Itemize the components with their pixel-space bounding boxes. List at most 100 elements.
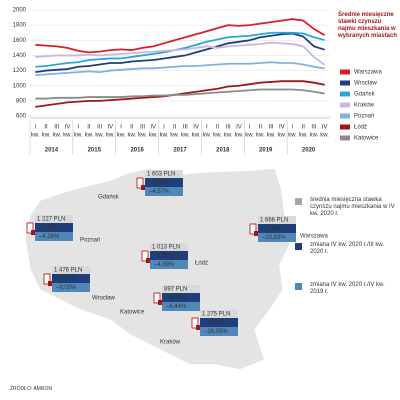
x-tick-label: I — [163, 125, 165, 131]
x-tick-label: II — [173, 125, 177, 131]
yoy-box — [52, 283, 90, 292]
x-tick-label: III — [140, 125, 145, 131]
x-tick-label: IV — [65, 125, 71, 131]
x-tick-label: III — [54, 125, 59, 131]
legend-label: Gdańsk — [354, 92, 376, 98]
city-price: 897 PLN — [164, 287, 187, 293]
map-legend-text: zmiana IV kw. 2020 r./IV kw. 2019 r. — [310, 282, 385, 295]
x-tick-label: IV — [150, 125, 156, 131]
yoy-box — [162, 302, 200, 311]
x-tick-label: II — [44, 125, 48, 131]
city-marker — [146, 258, 151, 263]
city-price: 1 603 PLN — [147, 172, 175, 178]
year-label: 2014 — [45, 148, 59, 154]
city-icon — [191, 317, 199, 329]
city-change-yoy: –4,99% — [154, 262, 175, 268]
x-tick-label: II — [87, 125, 91, 131]
x-tick-label: IV — [193, 125, 199, 131]
city-name: Wrocław — [92, 296, 116, 302]
y-tick-label: 1600 — [13, 38, 27, 44]
legend-label: Warszawa — [354, 70, 382, 76]
price-box — [258, 216, 296, 224]
city-icon — [26, 222, 34, 234]
series-line — [35, 88, 325, 100]
x-tick-suffix: kw. — [149, 133, 158, 139]
x-tick-label: III — [269, 125, 274, 131]
city-change-qoq: –3,16% — [39, 225, 60, 231]
city-name: Poznań — [80, 238, 100, 244]
city-change-yoy: –6,44% — [166, 304, 187, 310]
x-tick-label: II — [216, 125, 220, 131]
legend-swatch — [340, 102, 350, 108]
x-tick-suffix: kw. — [106, 133, 115, 139]
city-price: 1 476 PLN — [54, 268, 82, 274]
city-icon — [141, 250, 149, 262]
qoq-box — [162, 293, 200, 302]
x-tick-label: IV — [279, 125, 285, 131]
city-name: Katowice — [120, 310, 145, 316]
legend-swatch — [340, 124, 350, 130]
legend-swatch — [340, 135, 350, 141]
legend-label: Kraków — [354, 103, 375, 109]
price-box — [162, 285, 200, 293]
map-legend-text: średnia miesięczna stawka czynszu najmu … — [310, 197, 395, 217]
x-tick-suffix: kw. — [127, 133, 136, 139]
x-tick-label: IV — [322, 125, 328, 131]
city-price: 1 227 PLN — [37, 217, 65, 223]
x-tick-suffix: kw. — [202, 133, 211, 139]
series-line — [35, 18, 326, 54]
x-tick-label: II — [259, 125, 263, 131]
x-tick-suffix: kw. — [245, 133, 254, 139]
city-marker — [196, 325, 201, 330]
legend-title: Średnie miesięczne stawki czynszu najmu … — [338, 12, 398, 39]
x-tick-label: IV — [108, 125, 114, 131]
x-tick-label: III — [97, 125, 102, 131]
yoy-box — [150, 260, 188, 269]
x-tick-suffix: kw. — [224, 133, 233, 139]
year-label: 2015 — [88, 148, 102, 154]
y-tick-label: 800 — [16, 98, 27, 104]
year-label: 2017 — [173, 148, 187, 154]
price-box — [150, 243, 188, 251]
year-label: 2019 — [259, 148, 273, 154]
legend-label: Wrocław — [354, 81, 378, 87]
city-marker — [141, 185, 146, 190]
yoy-box — [145, 187, 183, 196]
qoq-box — [258, 224, 296, 233]
x-tick-label: II — [130, 125, 134, 131]
year-label: 2016 — [130, 148, 144, 154]
x-tick-label: I — [120, 125, 122, 131]
city-change-qoq: –4,95% — [204, 320, 225, 326]
source: ŹRÓDŁO: AMRON — [10, 386, 52, 392]
qoq-box — [145, 178, 183, 187]
x-tick-label: I — [77, 125, 79, 131]
city-change-qoq: –4,34% — [149, 180, 170, 186]
y-tick-label: 1400 — [13, 53, 27, 59]
x-tick-suffix: kw. — [63, 133, 72, 139]
x-tick-suffix: kw. — [74, 133, 83, 139]
year-label: 2020 — [302, 148, 316, 154]
yoy-box — [258, 233, 296, 242]
map-legend-text: zmiana IV kw. 2020 r./III kw. 2020 r. — [310, 242, 385, 255]
y-tick-label: 2000 — [13, 8, 27, 14]
price-box — [52, 266, 90, 274]
map-legend-swatch — [295, 198, 302, 205]
x-tick-suffix: kw. — [288, 133, 297, 139]
legend-label: Katowice — [354, 136, 379, 142]
city-price: 1 666 PLN — [260, 218, 288, 224]
x-tick-label: I — [249, 125, 251, 131]
qoq-box — [150, 251, 188, 260]
x-tick-suffix: kw. — [31, 133, 40, 139]
yoy-box — [35, 232, 73, 241]
city-name: Warszawa — [300, 234, 328, 240]
legend-swatch — [340, 69, 350, 75]
x-tick-suffix: kw. — [95, 133, 104, 139]
x-tick-suffix: kw. — [256, 133, 265, 139]
city-icon — [249, 223, 257, 235]
qoq-box — [35, 223, 73, 232]
city-name: Gdańsk — [98, 195, 120, 201]
x-tick-suffix: kw. — [267, 133, 276, 139]
y-tick-label: 1200 — [13, 68, 27, 74]
city-marker — [31, 230, 36, 235]
